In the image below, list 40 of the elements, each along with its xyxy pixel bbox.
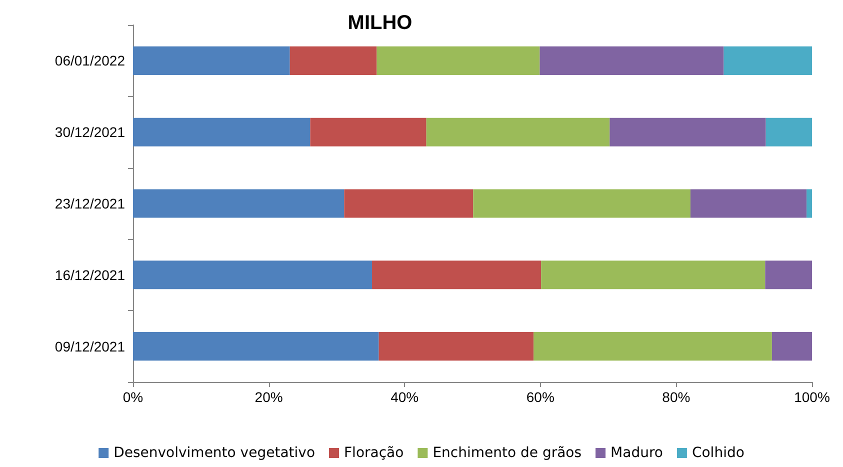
bar [426, 118, 610, 146]
y-tick-label: 09/12/2021 [54, 338, 126, 354]
bar [290, 46, 377, 75]
bar [310, 118, 426, 146]
y-tick-label: 16/12/2021 [54, 266, 126, 283]
bar [133, 332, 379, 361]
bar [766, 118, 812, 146]
bar [133, 118, 310, 146]
legend-label: Maduro [610, 445, 663, 461]
bar [133, 189, 344, 218]
y-tick-label: 23/12/2021 [54, 196, 126, 212]
x-tick-label: 20% [254, 389, 283, 405]
bar [372, 260, 542, 290]
bar [765, 260, 812, 290]
bar [772, 332, 812, 361]
bar [378, 332, 534, 361]
y-tick-label: 30/12/2021 [54, 124, 126, 140]
bar [534, 332, 772, 361]
bar [133, 46, 290, 75]
legend-label: Desenvolvimento vegetativo [114, 445, 316, 461]
bar [541, 260, 766, 290]
bar [806, 189, 812, 218]
legend-label: Enchimento de grãos [432, 445, 582, 461]
bar [724, 46, 812, 75]
bar [344, 189, 474, 218]
legend-label: Floração [344, 445, 404, 461]
x-tick-label: 80% [662, 389, 690, 405]
legend-label: Colhido [692, 445, 744, 461]
bar [376, 46, 540, 75]
chart-title: MILHO [348, 12, 412, 34]
bar [610, 118, 766, 146]
bar [473, 189, 690, 218]
bar [133, 260, 372, 290]
x-tick-label: 100% [794, 389, 830, 405]
bar [540, 46, 724, 75]
x-tick-label: 40% [390, 389, 419, 405]
x-tick-label: 0% [122, 389, 144, 405]
x-tick-label: 60% [526, 389, 554, 405]
y-tick-label: 06/01/2022 [54, 52, 126, 69]
bar [690, 189, 807, 218]
